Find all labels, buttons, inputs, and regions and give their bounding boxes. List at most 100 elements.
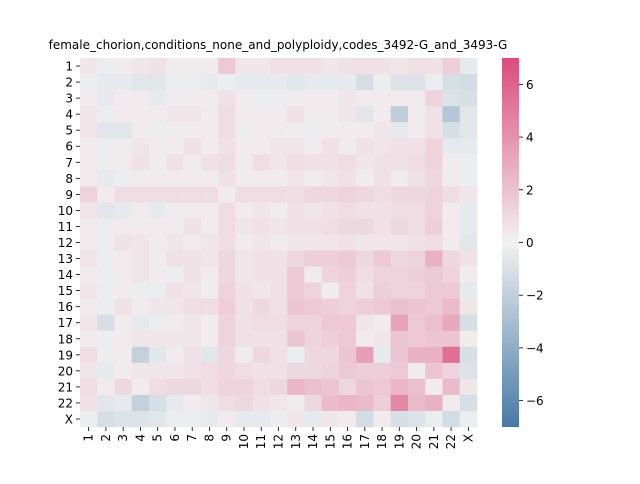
heatmap-cell bbox=[166, 234, 184, 251]
heatmap-cell bbox=[304, 74, 322, 91]
colorbar-tick-label: 6 bbox=[526, 78, 534, 92]
col-tick-label: 19 bbox=[392, 434, 406, 449]
heatmap-cell bbox=[356, 282, 374, 299]
heatmap-cell bbox=[183, 74, 202, 91]
heatmap-cell bbox=[459, 250, 478, 267]
col-tick-label: 18 bbox=[375, 434, 389, 449]
heatmap-cell bbox=[183, 154, 202, 171]
heatmap-cell bbox=[200, 346, 219, 364]
heatmap-cell bbox=[356, 202, 374, 219]
heatmap-cell bbox=[166, 250, 184, 267]
heatmap-cell bbox=[114, 266, 133, 283]
heatmap-cell bbox=[459, 330, 478, 348]
heatmap-cell bbox=[218, 202, 236, 219]
heatmap-cell bbox=[97, 410, 115, 428]
heatmap-cell bbox=[97, 394, 115, 412]
heatmap-cell bbox=[338, 298, 357, 315]
heatmap-cell bbox=[183, 250, 202, 267]
row-tick-label: 16 bbox=[58, 300, 73, 314]
heatmap-cell bbox=[97, 106, 115, 123]
heatmap-cell bbox=[131, 90, 150, 107]
heatmap-cell bbox=[183, 298, 202, 315]
row-tick-label: 12 bbox=[58, 236, 73, 250]
heatmap-cell bbox=[425, 378, 443, 396]
heatmap-cell bbox=[373, 362, 391, 380]
heatmap-cell bbox=[166, 186, 184, 203]
heatmap-cell bbox=[183, 186, 202, 203]
heatmap-cell bbox=[442, 266, 461, 283]
heatmap-cell bbox=[252, 202, 271, 219]
heatmap-cell bbox=[390, 122, 409, 139]
heatmap-cell bbox=[321, 266, 340, 283]
heatmap-cell bbox=[131, 362, 150, 380]
heatmap-cell bbox=[425, 314, 443, 332]
heatmap-cell bbox=[425, 154, 443, 171]
heatmap-cell bbox=[442, 90, 461, 107]
heatmap-cell bbox=[373, 410, 391, 428]
heatmap-cell bbox=[269, 298, 288, 315]
heatmap-cell bbox=[356, 346, 374, 364]
heatmap-cell bbox=[252, 330, 271, 348]
heatmap-cell bbox=[356, 250, 374, 267]
heatmap-cell bbox=[304, 330, 322, 348]
heatmap-cell bbox=[442, 154, 461, 171]
heatmap-cell bbox=[356, 90, 374, 107]
heatmap-cell bbox=[252, 266, 271, 283]
heatmap-cell bbox=[114, 250, 133, 267]
heatmap-cell bbox=[149, 170, 167, 187]
heatmap-cell bbox=[459, 186, 478, 203]
heatmap-cell bbox=[252, 90, 271, 107]
heatmap-cell bbox=[304, 122, 322, 139]
heatmap-cell bbox=[425, 138, 443, 155]
heatmap-cell bbox=[131, 298, 150, 315]
heatmap-cell bbox=[425, 250, 443, 267]
heatmap-cell bbox=[149, 138, 167, 155]
heatmap-cell bbox=[114, 282, 133, 299]
heatmap-cell bbox=[407, 298, 426, 315]
heatmap-cell bbox=[114, 138, 133, 155]
heatmap-cell bbox=[390, 346, 409, 364]
colorbar-tick-label: −6 bbox=[526, 394, 544, 408]
heatmap-cell bbox=[97, 58, 115, 75]
heatmap-cell bbox=[287, 122, 305, 139]
heatmap-cell bbox=[338, 394, 357, 412]
heatmap-cell bbox=[235, 138, 253, 155]
heatmap-cell bbox=[373, 282, 391, 299]
heatmap-cell bbox=[321, 202, 340, 219]
heatmap-cell bbox=[321, 90, 340, 107]
col-tick-label: 5 bbox=[151, 434, 165, 442]
heatmap-cell bbox=[459, 138, 478, 155]
heatmap-cell bbox=[235, 362, 253, 380]
heatmap-cell bbox=[183, 138, 202, 155]
heatmap-cell bbox=[287, 170, 305, 187]
heatmap-cell bbox=[407, 170, 426, 187]
heatmap-cell bbox=[407, 378, 426, 396]
heatmap-cell bbox=[269, 410, 288, 428]
heatmap-cell bbox=[338, 266, 357, 283]
heatmap-cell bbox=[218, 298, 236, 315]
heatmap-cell bbox=[80, 234, 98, 251]
heatmap-cell bbox=[459, 394, 478, 412]
row-tick-label: 13 bbox=[58, 252, 73, 266]
heatmap-cell bbox=[269, 346, 288, 364]
heatmap-cell bbox=[149, 186, 167, 203]
heatmap-cell bbox=[287, 154, 305, 171]
heatmap-cell bbox=[269, 218, 288, 235]
heatmap-cell bbox=[218, 138, 236, 155]
heatmap-cell bbox=[459, 298, 478, 315]
heatmap-cell bbox=[338, 106, 357, 123]
heatmap-cell bbox=[131, 58, 150, 75]
heatmap-cell bbox=[131, 266, 150, 283]
heatmap-cell bbox=[269, 250, 288, 267]
col-tick-label: 20 bbox=[410, 434, 424, 449]
heatmap-cell bbox=[149, 218, 167, 235]
heatmap-cell bbox=[252, 106, 271, 123]
heatmap-cell bbox=[287, 394, 305, 412]
heatmap-cell bbox=[390, 250, 409, 267]
heatmap-cell bbox=[252, 346, 271, 364]
heatmap-cell bbox=[80, 106, 98, 123]
heatmap-cell bbox=[149, 122, 167, 139]
heatmap-cell bbox=[442, 394, 461, 412]
heatmap-cell bbox=[183, 58, 202, 75]
heatmap-cell bbox=[166, 218, 184, 235]
